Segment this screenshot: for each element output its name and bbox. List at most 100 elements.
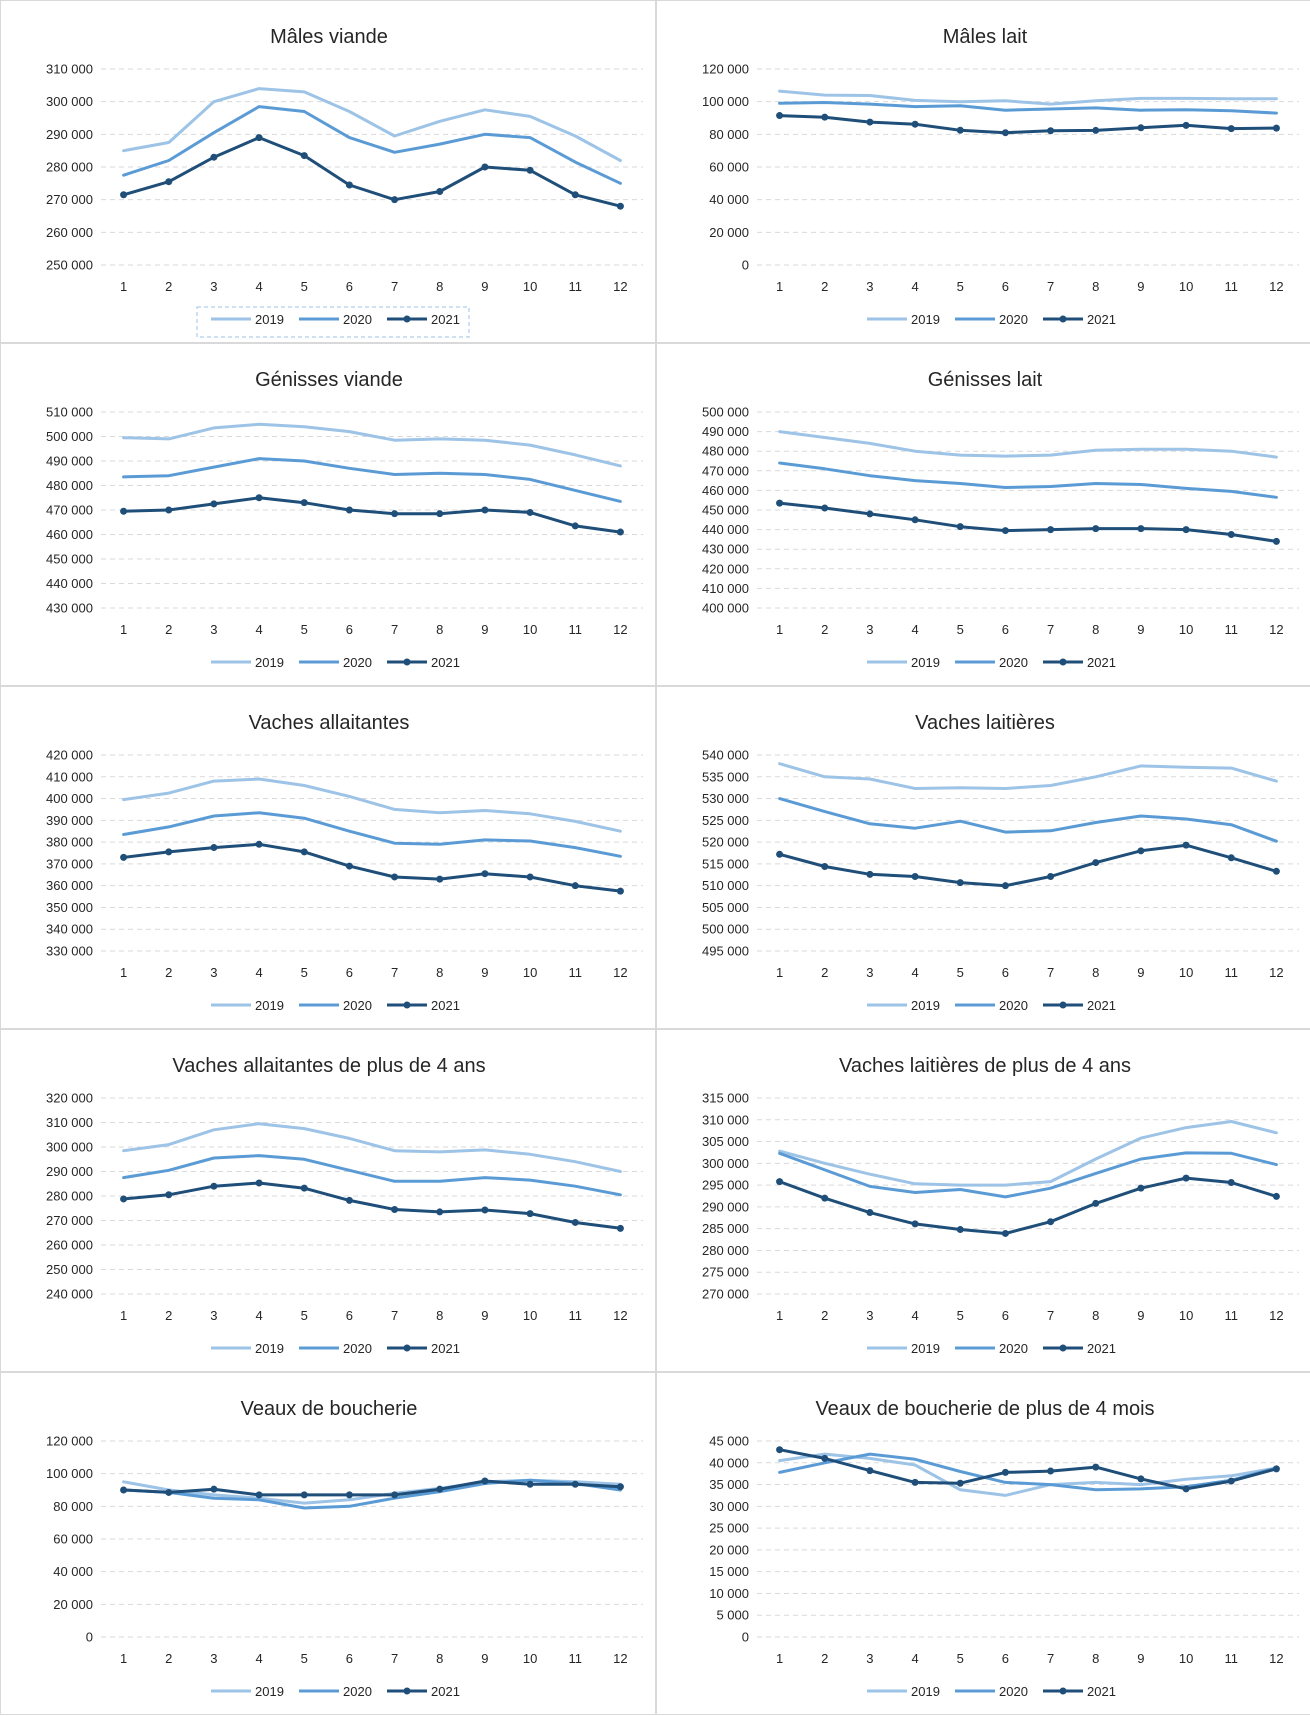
y-tick-label: 300 000: [702, 1156, 749, 1171]
series-line-2020: [122, 1478, 622, 1510]
data-point-2021: [1137, 1475, 1145, 1483]
chart-title: Vaches allaitantes de plus de 4 ans: [172, 1055, 485, 1077]
x-tick-label: 3: [866, 1308, 873, 1323]
x-tick-label: 6: [346, 965, 353, 980]
data-point-2021: [776, 850, 784, 858]
data-point-2021: [1182, 841, 1190, 849]
chart-title: Vaches laitières de plus de 4 ans: [839, 1055, 1131, 1077]
legend-label-2019: 2019: [911, 312, 940, 327]
line-chart: Vaches laitières de plus de 4 ans 270 000…: [702, 1055, 1299, 1356]
y-tick-label: 30 000: [709, 1499, 749, 1514]
legend-marker-2021: [1059, 1344, 1067, 1352]
data-point-2021: [210, 153, 218, 161]
y-tick-label: 440 000: [46, 576, 93, 591]
y-tick-label: 400 000: [702, 601, 749, 616]
x-tick-label: 12: [1269, 1651, 1283, 1666]
data-point-2021: [1047, 1467, 1055, 1475]
y-tick-label: 360 000: [46, 878, 93, 893]
data-point-2021: [866, 1209, 874, 1217]
x-tick-label: 2: [821, 1308, 828, 1323]
x-tick-label: 12: [1269, 1308, 1283, 1323]
x-tick-label: 7: [391, 279, 398, 294]
data-point-2021: [210, 844, 218, 852]
data-point-2021: [165, 1488, 173, 1496]
series-line-2019: [778, 1452, 1278, 1497]
x-tick-label: 10: [1179, 279, 1193, 294]
data-point-2021: [300, 1491, 308, 1499]
data-point-2021: [1137, 1184, 1145, 1192]
y-tick-label: 500 000: [702, 922, 749, 937]
series-line-2019: [778, 89, 1278, 106]
x-tick-label: 1: [120, 622, 127, 637]
series-line-2019: [122, 1122, 622, 1173]
x-tick-label: 4: [255, 1651, 262, 1666]
data-point-2021: [120, 507, 128, 515]
x-tick-label: 4: [911, 622, 918, 637]
data-point-2021: [391, 196, 399, 204]
data-point-2021: [956, 1226, 964, 1234]
data-point-2021: [436, 510, 444, 518]
x-tick-label: 5: [957, 1651, 964, 1666]
x-tick-label: 3: [210, 622, 217, 637]
line-chart: Génisses lait 400 000 410 000 420 000 430 00…: [702, 369, 1299, 670]
x-tick-label: 8: [436, 965, 443, 980]
data-point-2021: [1001, 129, 1009, 137]
x-tick-label: 6: [346, 279, 353, 294]
y-tick-label: 530 000: [702, 791, 749, 806]
y-tick-label: 420 000: [46, 748, 93, 763]
data-point-2021: [1272, 124, 1280, 132]
legend: 2019 2020 2021: [867, 1684, 1116, 1699]
x-tick-label: 5: [957, 622, 964, 637]
x-tick-label: 1: [120, 1651, 127, 1666]
y-tick-label: 40 000: [53, 1564, 93, 1579]
x-tick-label: 11: [569, 965, 583, 980]
x-tick-label: 4: [255, 622, 262, 637]
data-point-2021: [120, 853, 128, 861]
y-tick-label: 295 000: [702, 1178, 749, 1193]
x-tick-label: 5: [301, 1308, 308, 1323]
line-chart: Veaux de boucherie de plus de 4 mois 0 5 0…: [709, 1398, 1299, 1699]
y-tick-label: 270 000: [46, 1213, 93, 1228]
data-point-2021: [345, 181, 353, 189]
x-tick-label: 10: [523, 279, 537, 294]
x-tick-label: 1: [120, 1308, 127, 1323]
data-point-2021: [956, 879, 964, 887]
x-tick-label: 10: [523, 1308, 537, 1323]
legend-label-2021: 2021: [1087, 998, 1116, 1013]
data-point-2021: [436, 1485, 444, 1493]
x-tick-label: 11: [569, 1651, 583, 1666]
x-tick-label: 1: [776, 1308, 783, 1323]
x-tick-label: 12: [1269, 965, 1283, 980]
y-tick-label: 280 000: [46, 1189, 93, 1204]
x-tick-label: 3: [866, 279, 873, 294]
series-line-2021: [122, 842, 622, 893]
x-tick-label: 5: [301, 1651, 308, 1666]
y-tick-label: 430 000: [702, 542, 749, 557]
legend: 2019 2020 2021: [211, 1341, 460, 1356]
legend-label-2021: 2021: [431, 1684, 460, 1699]
legend-label-2020: 2020: [999, 998, 1028, 1013]
x-tick-label: 2: [165, 965, 172, 980]
x-tick-label: 1: [120, 279, 127, 294]
y-tick-label: 490 000: [702, 424, 749, 439]
y-tick-label: 0: [742, 1630, 749, 1645]
y-tick-label: 240 000: [46, 1287, 93, 1302]
y-tick-label: 280 000: [46, 160, 93, 175]
series-line-2021: [778, 1176, 1278, 1235]
line-chart: Veaux de boucherie 0 20 000 40 000 60 000 80 …: [46, 1398, 643, 1699]
y-tick-label: 40 000: [709, 192, 749, 207]
data-point-2021: [1227, 125, 1235, 133]
x-tick-label: 2: [165, 1308, 172, 1323]
data-point-2021: [300, 1184, 308, 1192]
x-tick-label: 10: [523, 622, 537, 637]
x-tick-label: 3: [210, 1651, 217, 1666]
legend-label-2021: 2021: [431, 1341, 460, 1356]
x-tick-label: 8: [436, 279, 443, 294]
y-tick-label: 270 000: [702, 1287, 749, 1302]
y-tick-label: 260 000: [46, 225, 93, 240]
data-point-2021: [1092, 525, 1100, 533]
data-point-2021: [1001, 1468, 1009, 1476]
x-tick-label: 7: [1047, 965, 1054, 980]
x-tick-label: 10: [1179, 965, 1193, 980]
data-point-2021: [1272, 867, 1280, 875]
